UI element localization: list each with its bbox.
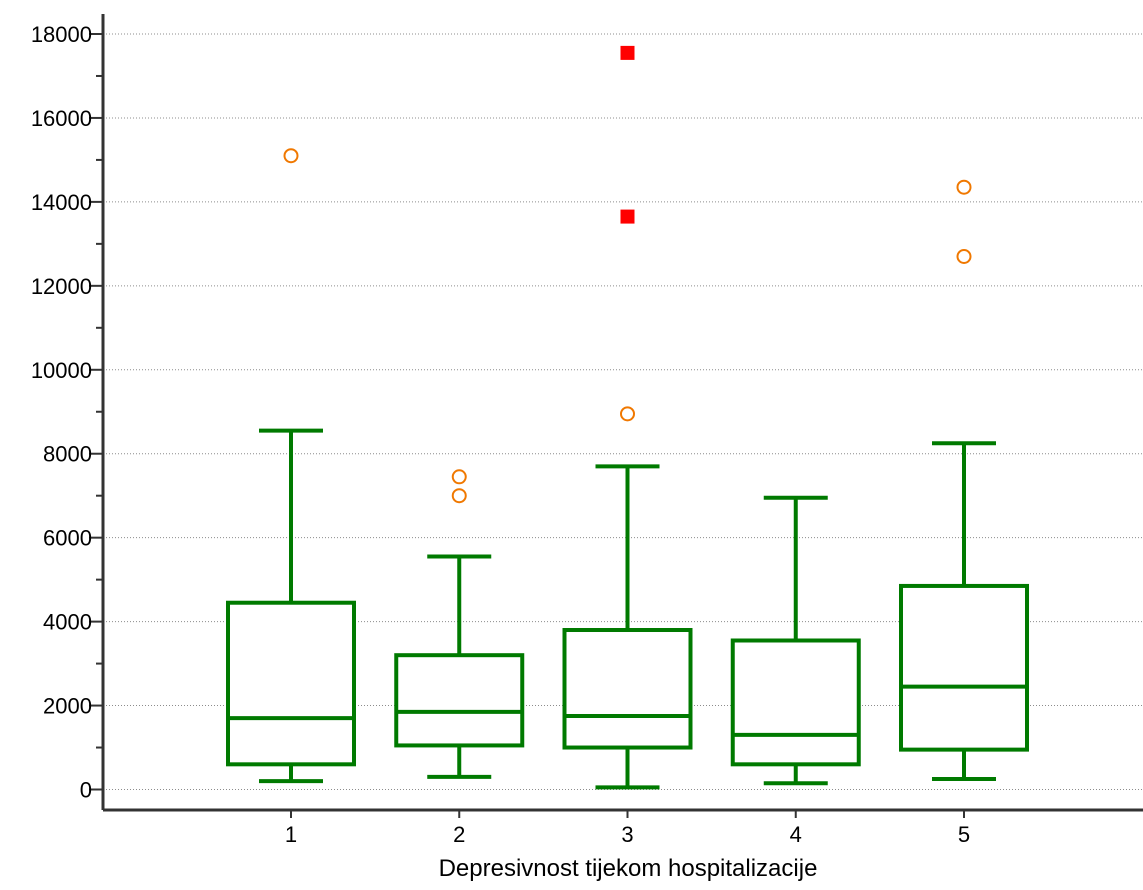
outlier-marker	[451, 469, 467, 485]
iqr-box	[899, 583, 1029, 752]
x-tick-label: 5	[958, 822, 970, 847]
y-tick-label: 2000	[43, 694, 92, 719]
iqr-box	[562, 628, 693, 750]
y-tick-label: 4000	[43, 610, 92, 635]
axes: 0 2000 4000 6000 8000 10000 12000 14000 16000 180…	[31, 14, 1143, 847]
box-group-3	[562, 464, 693, 790]
outlier-marker	[956, 248, 972, 264]
iqr-box	[730, 638, 861, 767]
iqr-box	[226, 600, 356, 767]
box-group-2	[394, 554, 525, 779]
outlier-marker	[451, 488, 467, 504]
x-axis-title: Depresivnost tijekom hospitalizacije	[439, 855, 818, 882]
box-group-5	[899, 441, 1029, 782]
box-group-4	[730, 495, 861, 786]
y-tick-label: 6000	[43, 526, 92, 551]
y-tick-label: 18000	[31, 22, 92, 47]
outlier-marker	[956, 179, 972, 195]
y-tick-label: 14000	[31, 190, 92, 215]
far-out-marker	[620, 45, 635, 60]
x-tick-label: 1	[285, 822, 297, 847]
y-tick-label: 0	[80, 778, 92, 803]
iqr-box	[394, 653, 525, 748]
boxes	[226, 428, 1029, 790]
x-tick-label: 4	[790, 822, 802, 847]
y-tick-label: 10000	[31, 358, 92, 383]
x-tick-label: 3	[621, 822, 633, 847]
y-tick-label: 12000	[31, 274, 92, 299]
y-tick-label: 16000	[31, 106, 92, 131]
far-out-marker	[620, 209, 635, 224]
box-group-1	[226, 428, 356, 784]
x-tick-label: 2	[453, 822, 465, 847]
outlier-marker	[283, 148, 299, 164]
outliers	[283, 45, 972, 504]
outlier-marker	[620, 406, 635, 422]
y-tick-label: 8000	[43, 442, 92, 467]
